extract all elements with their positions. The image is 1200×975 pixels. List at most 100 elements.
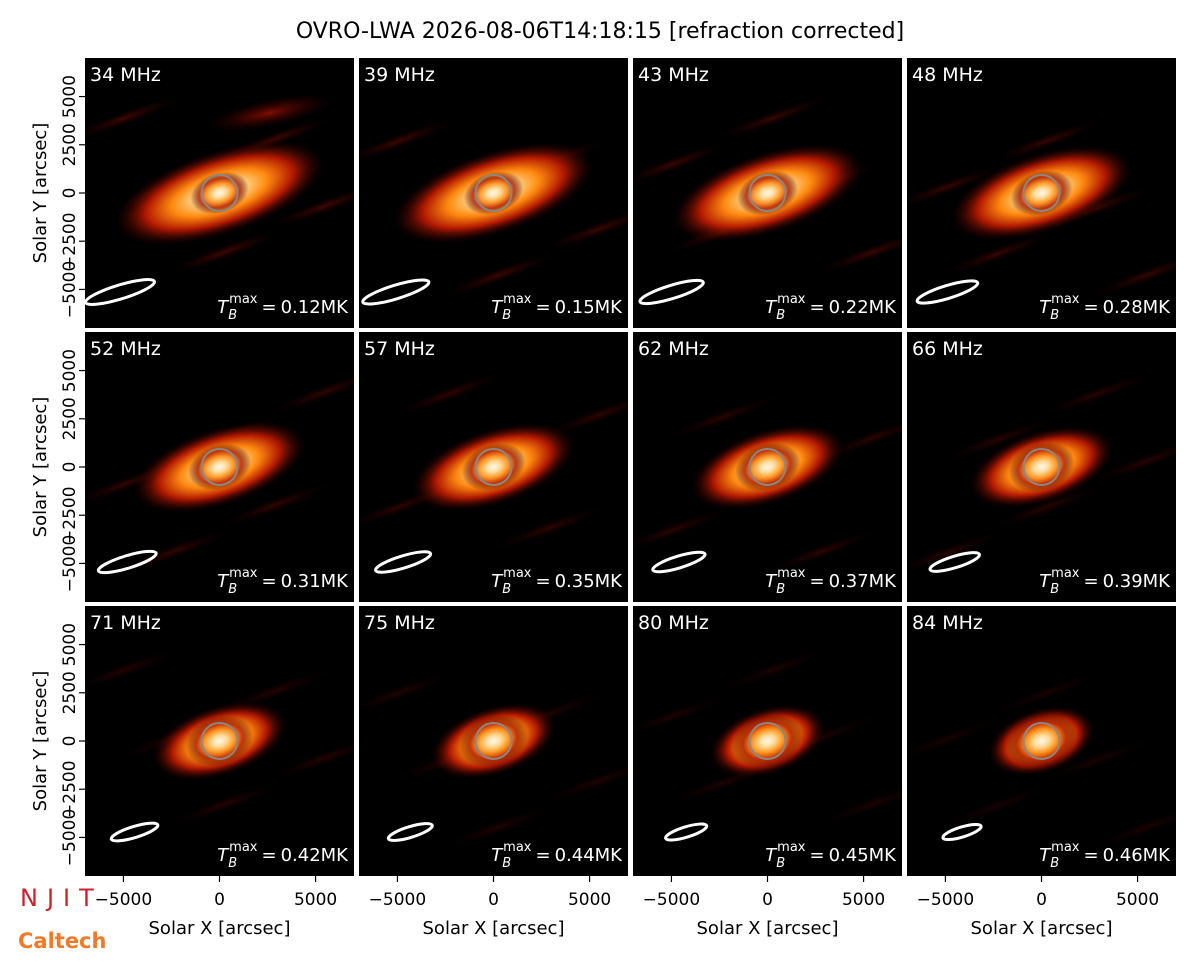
emission-core	[459, 714, 528, 768]
tb-sup: max	[777, 566, 806, 581]
tb-eq: =	[1083, 571, 1098, 592]
tb-max-label: TBmax = 0.12MK	[217, 292, 349, 323]
sidelobe	[392, 372, 506, 416]
tb-eq: =	[809, 845, 824, 866]
sidelobe	[268, 736, 354, 780]
beam	[85, 278, 156, 306]
tb-symbol: T	[1039, 571, 1052, 592]
sidelobe	[268, 370, 354, 414]
panel-label: 43 MHz	[638, 64, 709, 86]
sidelobe	[442, 805, 556, 849]
beam	[96, 549, 158, 575]
tb-sub: B	[228, 308, 237, 323]
panel-label: 75 MHz	[364, 612, 435, 634]
solar-disk	[200, 448, 239, 486]
x-tick-label: 5000	[1116, 890, 1159, 910]
tb-symbol: T	[765, 845, 778, 866]
tb-value: 0.42MK	[281, 845, 350, 866]
y-tick-label: −5000	[60, 535, 80, 593]
beam	[915, 279, 980, 305]
beam	[664, 822, 709, 842]
solar-disk	[474, 722, 513, 760]
solar-disk	[1022, 722, 1061, 760]
tb-max-label: TBmax = 0.39MK	[1039, 566, 1171, 597]
tb-max-label: TBmax = 0.44MK	[491, 840, 623, 871]
panel-label: 39 MHz	[364, 64, 435, 86]
solar-disk	[748, 174, 787, 212]
tb-eq: =	[1083, 845, 1098, 866]
tb-max-label: TBmax = 0.22MK	[765, 292, 897, 323]
x-axis-label: Solar X [arcsec]	[423, 918, 565, 939]
sidelobe	[940, 418, 1054, 462]
chart-title: OVRO-LWA 2026-08-06T14:18:15 [refraction…	[296, 19, 904, 44]
panel	[85, 606, 354, 876]
x-tick-label: 5000	[294, 890, 337, 910]
tb-symbol: T	[1039, 845, 1052, 866]
tb-sub: B	[228, 856, 237, 871]
sidelobe	[542, 759, 628, 803]
x-tick-label: −5000	[95, 890, 153, 910]
tb-eq: =	[1083, 297, 1098, 318]
y-tick-label: −2500	[60, 760, 80, 818]
y-tick-label: −5000	[60, 809, 80, 867]
solar-disk	[200, 174, 239, 212]
tb-sup: max	[1051, 292, 1080, 307]
x-tick-label: 0	[214, 890, 225, 910]
sidelobe	[940, 784, 1054, 828]
tb-value: 0.12MK	[281, 297, 350, 318]
y-axis-label: Solar Y [arcsec]	[30, 123, 51, 264]
sidelobe	[85, 96, 182, 140]
solar-disk	[1022, 174, 1061, 212]
x-tick-label: 5000	[842, 890, 885, 910]
tb-max-label: TBmax = 0.35MK	[491, 566, 623, 597]
panel	[85, 332, 354, 602]
sidelobe	[542, 393, 628, 437]
sidelobe	[990, 119, 1104, 163]
panel	[633, 332, 902, 602]
sidelobe	[816, 416, 902, 460]
y-tick-label: −2500	[60, 486, 80, 544]
tb-value: 0.22MK	[829, 297, 898, 318]
emission-core	[1006, 713, 1077, 769]
y-tick-label: 2500	[60, 671, 80, 714]
sidelobe	[85, 648, 182, 692]
panel	[633, 58, 902, 328]
sidelobe	[359, 671, 456, 715]
tb-sup: max	[777, 292, 806, 307]
x-tick-label: 0	[762, 890, 773, 910]
y-tick-label: −5000	[60, 261, 80, 319]
solar-disk	[748, 722, 787, 760]
x-tick-label: 0	[1036, 890, 1047, 910]
tb-max-label: TBmax = 0.37MK	[765, 566, 897, 597]
x-tick-label: 5000	[568, 890, 611, 910]
tb-eq: =	[261, 297, 276, 318]
y-tick-label: 2500	[60, 123, 80, 166]
tb-value: 0.44MK	[555, 845, 624, 866]
sidelobe	[816, 782, 902, 826]
y-axis-label: Solar Y [arcsec]	[30, 397, 51, 538]
tb-sup: max	[503, 292, 532, 307]
sidelobe	[1090, 439, 1176, 483]
emission-core	[732, 714, 803, 768]
tb-value: 0.46MK	[1103, 845, 1172, 866]
solar-disk	[474, 448, 513, 486]
tb-sub: B	[776, 582, 785, 597]
tb-sub: B	[1050, 582, 1059, 597]
panel	[359, 606, 628, 876]
x-axis-label: Solar X [arcsec]	[971, 918, 1113, 939]
tb-value: 0.39MK	[1103, 571, 1172, 592]
panel-label: 62 MHz	[638, 338, 709, 360]
tb-max-label: TBmax = 0.42MK	[217, 840, 349, 871]
panel	[85, 58, 354, 328]
tb-sub: B	[1050, 308, 1059, 323]
sidelobe	[716, 648, 830, 692]
panel	[359, 58, 628, 328]
y-tick-label: 0	[60, 736, 80, 747]
sidelobe	[907, 717, 1004, 761]
sidelobe	[766, 529, 880, 573]
beam	[928, 551, 981, 573]
emission-core	[735, 442, 800, 492]
sidelobe	[359, 119, 456, 163]
tb-max-label: TBmax = 0.31MK	[217, 566, 349, 597]
tb-sub: B	[1050, 856, 1059, 871]
